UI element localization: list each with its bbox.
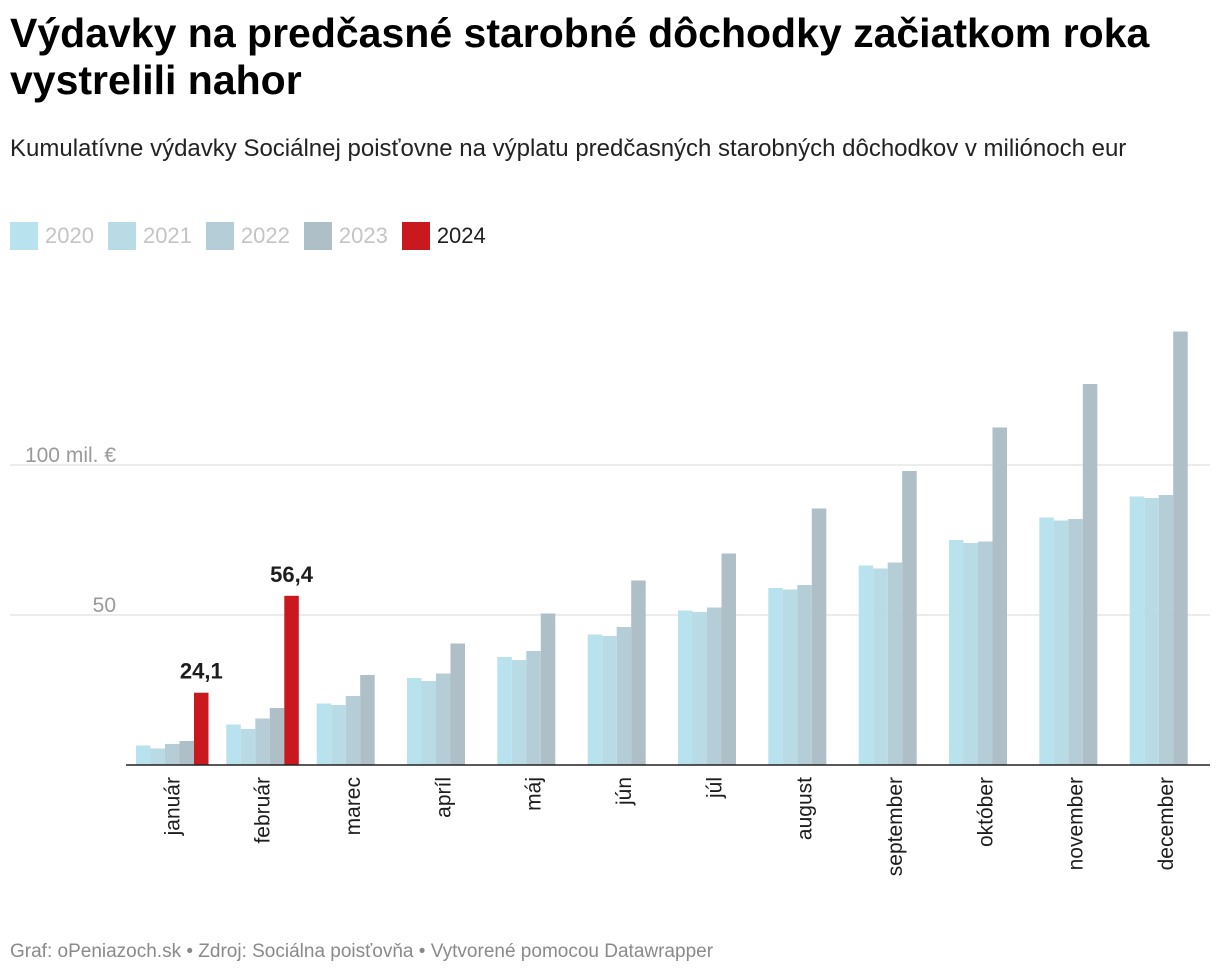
legend-label: 2022 — [240, 223, 290, 248]
bar-2023-júl — [721, 553, 736, 765]
bar-2022-január — [165, 744, 180, 765]
bar-2020-február — [226, 724, 241, 765]
legend-swatch — [205, 222, 234, 250]
bar-2024-január — [194, 692, 209, 765]
legend-item-2021: 2021 — [107, 222, 192, 250]
bar-2021-október — [963, 543, 978, 765]
bar-2023-marec — [360, 675, 375, 765]
legend-swatch — [401, 222, 430, 250]
x-tick-label: august — [794, 777, 817, 840]
legend-item-2023: 2023 — [303, 222, 388, 250]
legend-item-2024: 2024 — [401, 222, 486, 250]
legend-swatch — [107, 222, 136, 250]
bar-2022-september — [887, 562, 903, 765]
y-tick-label: 50 — [93, 594, 116, 617]
x-tick-label: január — [161, 777, 184, 836]
bar-2023-január — [179, 741, 194, 765]
bar-2020-apríl — [407, 678, 422, 765]
bar-2020-január — [136, 745, 151, 765]
legend-item-2022: 2022 — [205, 222, 290, 250]
bar-2022-február — [255, 718, 270, 765]
bar-2020-október — [949, 540, 964, 765]
legend-item-2020: 2020 — [10, 222, 94, 250]
bar-2020-december — [1129, 496, 1145, 765]
bar-2021-september — [873, 568, 888, 765]
bar-2022-november — [1068, 519, 1083, 765]
bar-2023-február — [269, 708, 285, 765]
bar-2021-február — [240, 729, 256, 765]
bar-2022-december — [1158, 495, 1174, 765]
x-tick-label: december — [1155, 777, 1178, 870]
bar-2020-jún — [587, 634, 603, 765]
legend: 2020 2021 2022 2023 2024 — [10, 221, 500, 251]
bar-2023-september — [902, 471, 917, 765]
bar-2020-august — [768, 588, 783, 765]
bar-2021-január — [150, 748, 165, 765]
bar-2023-november — [1082, 384, 1098, 765]
bar-2020-september — [858, 565, 874, 765]
data-label: 56,4 — [270, 562, 314, 587]
x-tick-label: november — [1065, 777, 1088, 870]
bar-2021-december — [1144, 498, 1159, 765]
bar-2023-máj — [540, 613, 556, 765]
bar-2021-apríl — [421, 681, 436, 765]
bar-2021-máj — [511, 660, 527, 765]
bar-2022-jún — [616, 627, 632, 765]
x-tick-label: február — [252, 777, 275, 844]
data-label: 24,1 — [180, 659, 223, 684]
bar-2023-december — [1173, 331, 1188, 765]
bar-2021-jún — [602, 636, 617, 765]
bar-2020-júl — [678, 610, 693, 765]
bar-2022-máj — [526, 651, 541, 765]
bar-2021-júl — [692, 612, 707, 765]
bar-2022-apríl — [436, 673, 451, 765]
bar-2023-apríl — [450, 643, 465, 765]
footer-credits: Graf: oPeniazoch.sk • Zdroj: Sociálna po… — [10, 941, 714, 962]
bar-chart: 50 100 mil. € 24,1 56,4 január február marec ap… — [10, 331, 1210, 876]
legend-label: 2024 — [436, 223, 486, 248]
legend-swatch — [10, 222, 38, 250]
x-tick-label: október — [974, 777, 997, 847]
y-tick-label: 100 mil. € — [25, 444, 116, 467]
bar-2020-marec — [316, 703, 332, 765]
bar-2021-marec — [331, 705, 346, 765]
bar-2021-november — [1053, 520, 1069, 765]
x-tick-label: september — [884, 777, 907, 876]
bar-2023-október — [992, 427, 1007, 765]
bar-2021-august — [782, 589, 798, 765]
bar-2022-marec — [345, 696, 361, 765]
bar-2022-júl — [707, 607, 722, 765]
bar-2024-február — [284, 595, 299, 765]
x-tick-label: jún — [613, 777, 636, 806]
legend-label: 2021 — [142, 223, 192, 248]
legend-label: 2023 — [338, 223, 388, 248]
chart-title: Výdavky na predčasné starobné dôchodky z… — [10, 10, 1150, 103]
x-tick-label: júl — [703, 777, 726, 799]
x-tick-label: máj — [523, 777, 546, 811]
legend-swatch — [303, 222, 332, 250]
x-tick-label: marec — [342, 777, 365, 835]
legend-label: 2020 — [45, 223, 94, 248]
bar-2023-august — [811, 508, 827, 765]
x-tick-label: apríl — [432, 777, 455, 818]
bar-2022-október — [978, 541, 993, 765]
bar-2020-november — [1039, 517, 1054, 765]
bar-2020-máj — [497, 657, 512, 765]
bar-2023-jún — [631, 580, 646, 765]
bar-2022-august — [797, 585, 812, 765]
chart-subtitle: Kumulatívne výdavky Sociálnej poisťovne … — [10, 135, 1127, 162]
